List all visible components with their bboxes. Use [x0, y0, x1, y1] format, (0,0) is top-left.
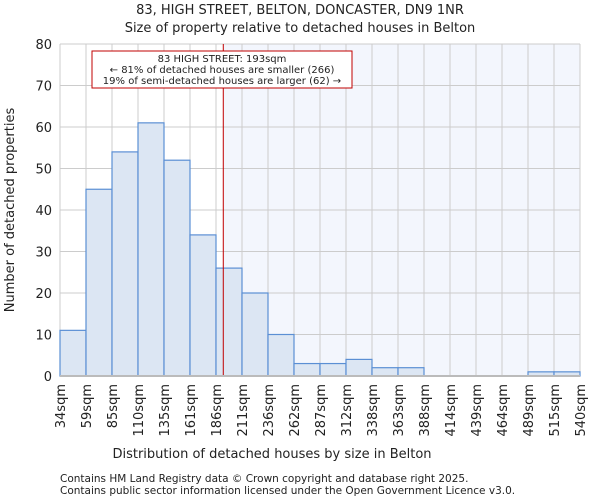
- x-tick-label: 338sqm: [366, 384, 381, 437]
- histogram-bar: [241, 292, 269, 377]
- x-tick-label: 287sqm: [314, 384, 329, 437]
- histogram-bar: [215, 267, 243, 377]
- histogram-bar: [59, 329, 87, 377]
- histogram-bar: [189, 234, 217, 377]
- histogram-bar: [319, 362, 347, 377]
- histogram-bar: [397, 367, 425, 377]
- x-tick-label: 161sqm: [184, 384, 199, 437]
- footer-line-2: Contains public sector information licen…: [60, 485, 515, 497]
- y-tick-label: 30: [35, 246, 52, 261]
- histogram-bar: [85, 188, 113, 377]
- annotation-box: 83 HIGH STREET: 193sqm ← 81% of detached…: [91, 50, 353, 89]
- y-axis-label: Number of detached properties: [3, 108, 18, 313]
- y-tick-label: 50: [35, 163, 52, 178]
- x-tick-label: 414sqm: [444, 384, 459, 437]
- annotation-line-3: 19% of semi-detached houses are larger (…: [103, 76, 341, 87]
- histogram-bar: [371, 367, 399, 377]
- x-tick-label: 34sqm: [54, 384, 69, 428]
- x-tick-label: 262sqm: [288, 384, 303, 437]
- histogram-bar: [137, 122, 165, 377]
- x-tick-label: 515sqm: [548, 384, 563, 437]
- histogram-bar: [111, 151, 139, 377]
- x-tick-label: 236sqm: [262, 384, 277, 437]
- x-tick-label: 439sqm: [470, 384, 485, 437]
- footer-line-1: Contains HM Land Registry data © Crown c…: [60, 473, 468, 485]
- histogram-bar: [293, 362, 321, 377]
- x-tick-label: 489sqm: [522, 384, 537, 437]
- x-tick-label: 211sqm: [236, 384, 251, 437]
- y-tick-label: 20: [35, 287, 52, 302]
- x-tick-label: 85sqm: [106, 384, 121, 428]
- x-tick-label: 540sqm: [574, 384, 589, 437]
- x-tick-label: 110sqm: [132, 384, 147, 437]
- y-tick-label: 0: [44, 370, 52, 385]
- y-tick-label: 40: [35, 204, 52, 219]
- histogram-bar: [267, 333, 295, 377]
- y-tick-label: 80: [35, 38, 52, 53]
- x-tick-label: 363sqm: [392, 384, 407, 437]
- histogram-bar: [345, 358, 373, 377]
- x-tick-label: 464sqm: [496, 384, 511, 437]
- annotation-line-1: 83 HIGH STREET: 193sqm: [158, 54, 287, 65]
- x-axis-label: Distribution of detached houses by size …: [112, 447, 431, 462]
- annotation-line-2: ← 81% of detached houses are smaller (26…: [110, 65, 335, 76]
- chart-subtitle: Size of property relative to detached ho…: [125, 21, 476, 36]
- x-tick-label: 388sqm: [418, 384, 433, 437]
- y-tick-label: 70: [35, 80, 52, 95]
- histogram-bar: [163, 159, 191, 377]
- y-tick-label: 60: [35, 121, 52, 136]
- x-tick-label: 186sqm: [210, 384, 225, 437]
- chart-title: 83, HIGH STREET, BELTON, DONCASTER, DN9 …: [136, 3, 464, 18]
- y-tick-label: 10: [35, 329, 52, 344]
- x-tick-label: 312sqm: [340, 384, 355, 437]
- x-tick-label: 59sqm: [80, 384, 95, 428]
- x-tick-label: 135sqm: [158, 384, 173, 437]
